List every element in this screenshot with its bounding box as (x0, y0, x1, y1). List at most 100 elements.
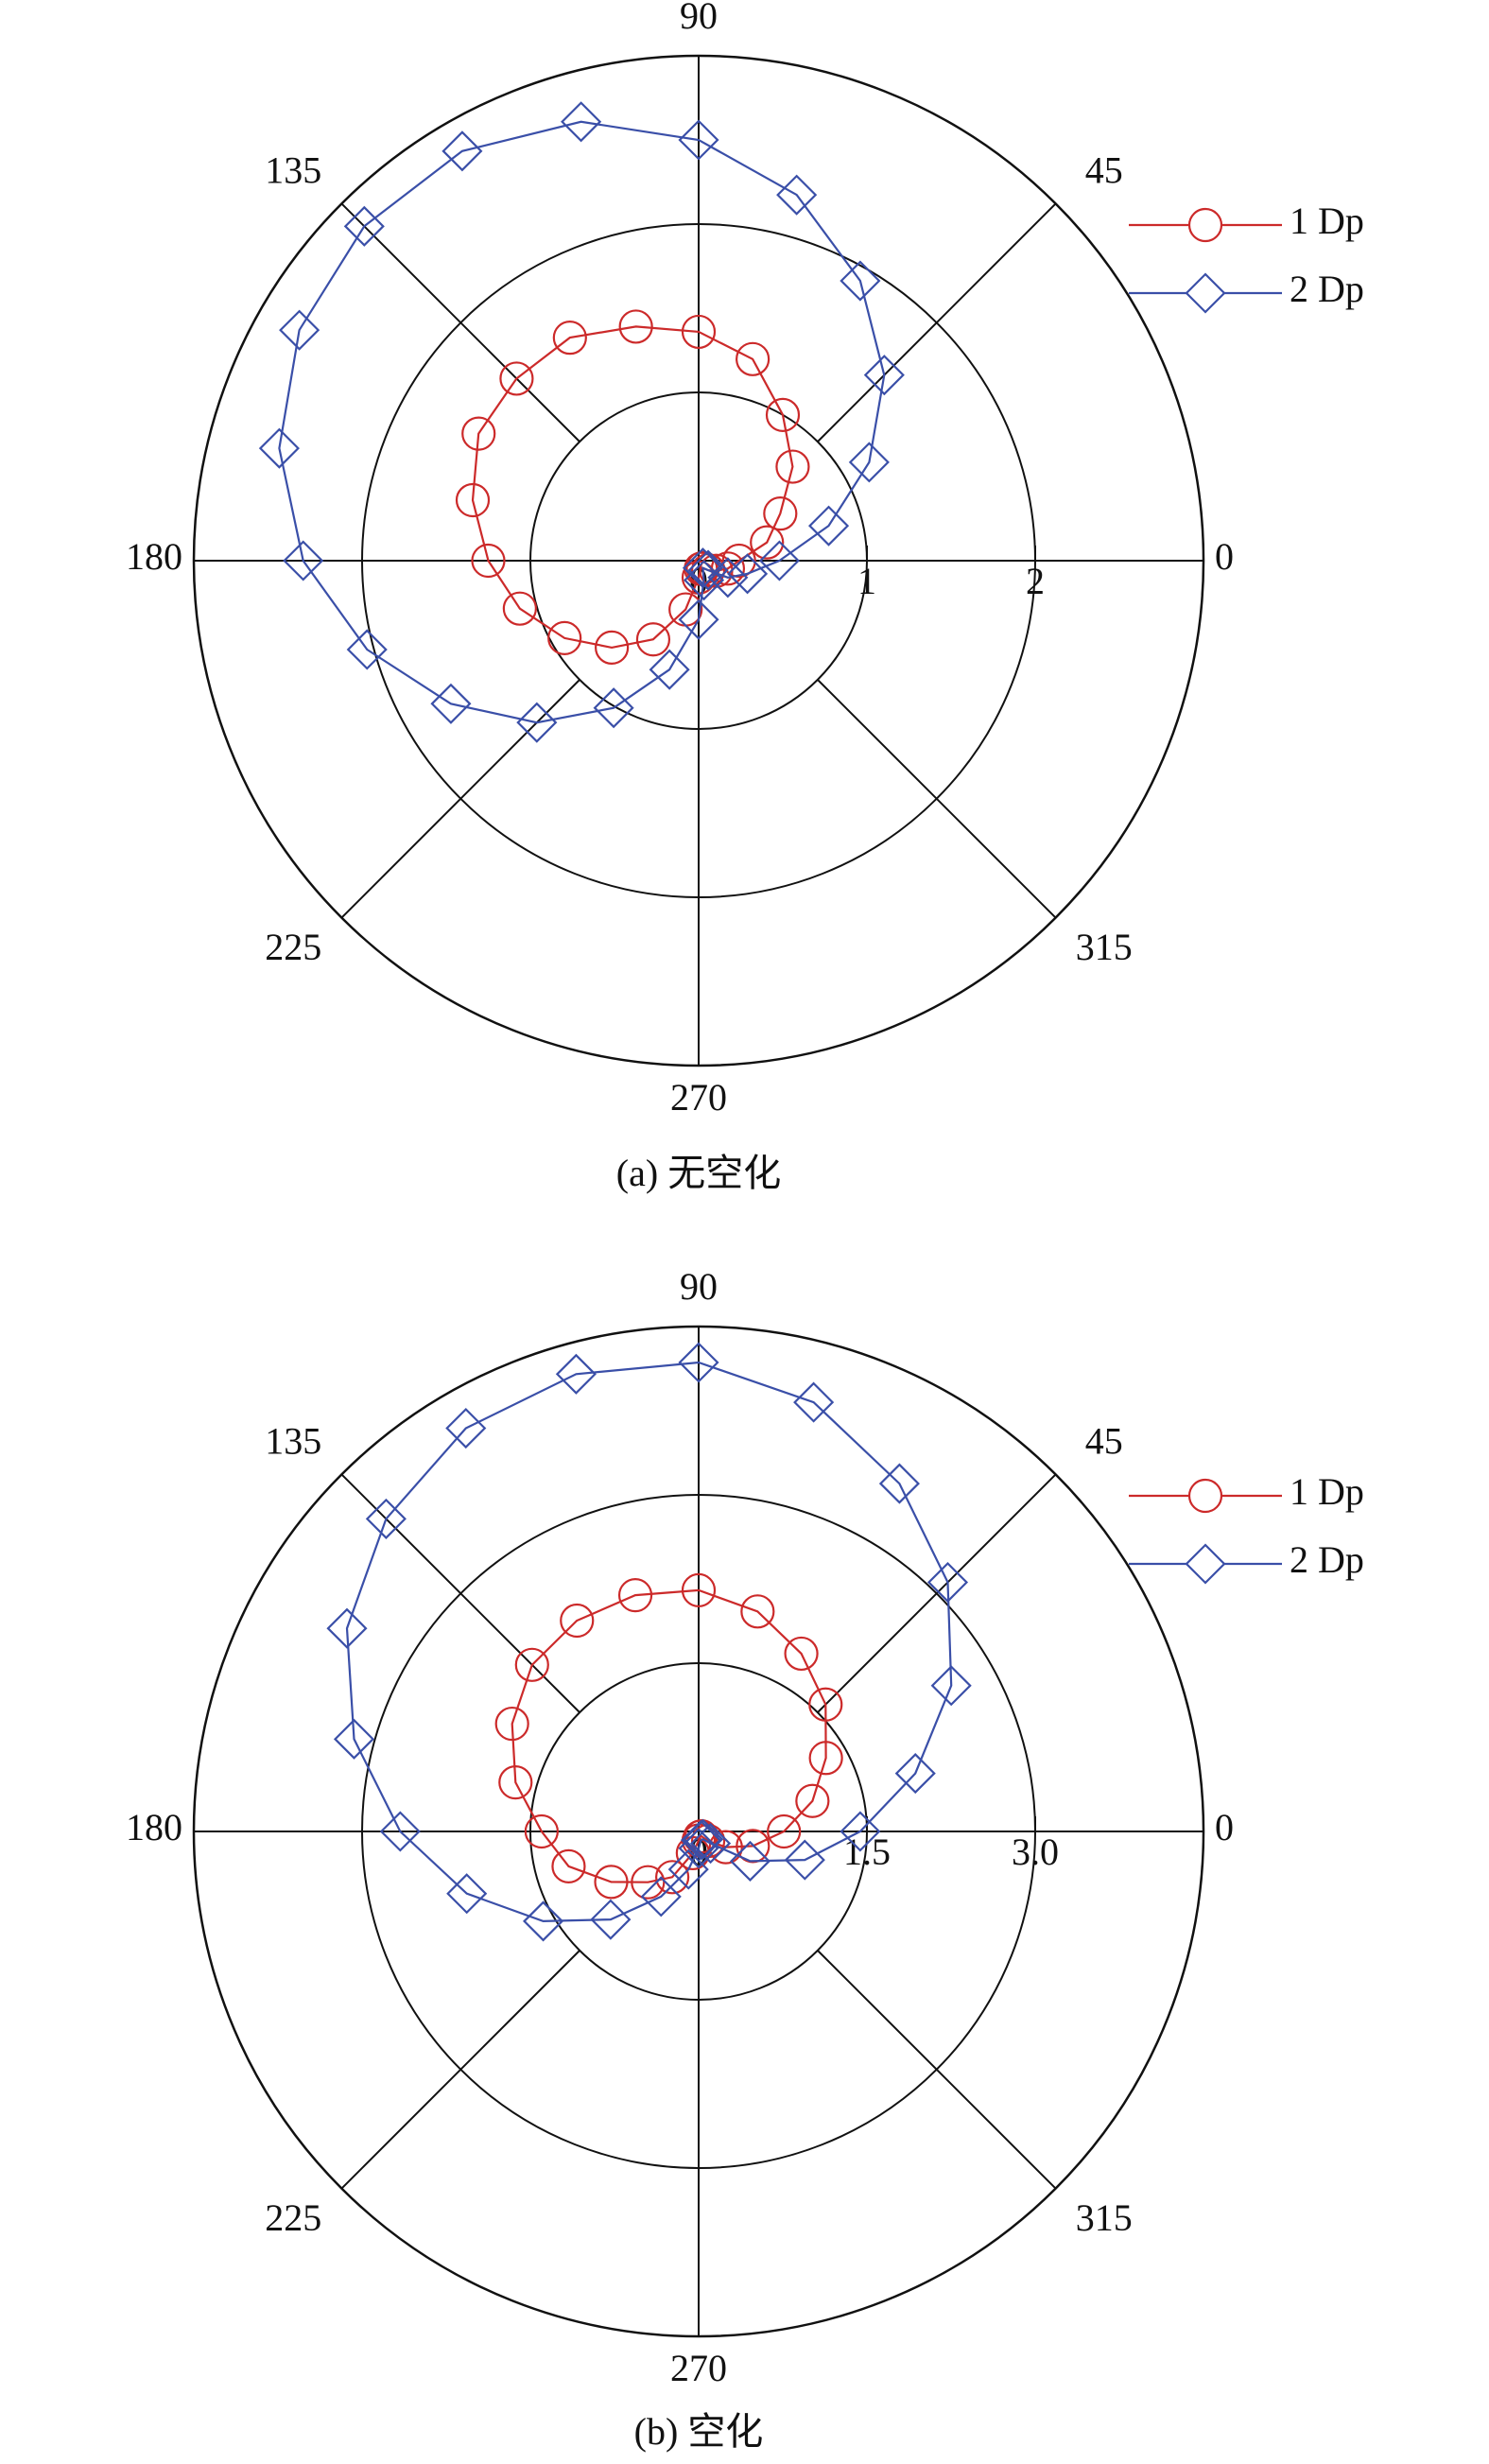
diamond-marker (848, 442, 890, 483)
r-tick-label: 1 (857, 560, 876, 602)
diamond-marker (776, 174, 818, 216)
circle-marker (795, 1783, 830, 1818)
theta-tick-label: 270 (670, 1076, 727, 1119)
circle-marker (681, 314, 717, 350)
diamond-marker (326, 1607, 368, 1649)
theta-tick-label: 45 (1085, 1419, 1123, 1462)
diamond-marker (446, 1873, 488, 1915)
theta-grid-line (817, 1950, 1057, 2190)
legend-label: 2 Dp (1290, 268, 1364, 310)
diamond-marker (930, 1665, 972, 1707)
circle-marker (635, 622, 671, 657)
diamond-marker (555, 1353, 597, 1395)
diamond-marker (649, 649, 690, 690)
diamond-marker (678, 599, 719, 640)
circle-marker (631, 1865, 666, 1900)
diamond-marker (690, 1823, 732, 1865)
theta-tick-label: 0 (1215, 1806, 1234, 1848)
circle-marker (784, 1636, 819, 1672)
legend-label: 2 Dp (1290, 1538, 1364, 1581)
diamond-marker (445, 1407, 487, 1449)
diamond-marker (523, 1900, 564, 1942)
circle-marker (775, 449, 810, 484)
series-line (511, 1588, 827, 1883)
theta-tick-label: 270 (670, 2347, 727, 2389)
circle-marker (494, 1706, 529, 1742)
diamond-marker (590, 1899, 632, 1940)
theta-tick-label: 135 (265, 1419, 321, 1462)
diamond-marker (640, 1876, 682, 1917)
theta-grid-line (817, 679, 1057, 919)
diamond-marker (678, 1342, 719, 1383)
theta-tick-label: 225 (265, 926, 321, 968)
diamond-marker (793, 1381, 835, 1423)
caption: (a) 无空化 (616, 1152, 781, 1194)
theta-tick-label: 45 (1085, 148, 1123, 191)
theta-grid-line (340, 1473, 580, 1713)
diamond-marker (667, 1848, 709, 1890)
diamond-marker (682, 547, 724, 589)
diamond-marker (279, 309, 320, 351)
diamond-marker (729, 1840, 771, 1883)
circle-marker (617, 1578, 653, 1613)
theta-tick-label: 180 (126, 1806, 182, 1848)
diamond-marker (343, 205, 385, 247)
theta-grid-line (817, 202, 1057, 442)
diamond-marker (283, 540, 324, 581)
circle-marker (499, 361, 534, 396)
theta-tick-label: 90 (680, 0, 718, 37)
diamond-marker (863, 355, 905, 396)
diamond-marker (807, 505, 850, 547)
diamond-marker (258, 427, 300, 469)
circle-marker (595, 630, 630, 665)
diamond-marker (379, 1811, 421, 1852)
circle-marker (763, 496, 798, 531)
circle-marker (551, 1848, 586, 1883)
diamond-marker (707, 557, 749, 599)
theta-tick-label: 90 (680, 1265, 718, 1308)
caption: (b) 空化 (634, 2410, 764, 2453)
r-tick-label: 2 (1026, 560, 1045, 602)
diamond-marker (346, 629, 388, 670)
circle-marker (765, 397, 801, 432)
legend-marker (1187, 207, 1223, 243)
diamond-marker (442, 130, 483, 172)
theta-tick-label: 315 (1076, 926, 1133, 968)
diamond-marker (758, 540, 800, 581)
theta-grid-line (817, 1473, 1057, 1713)
circle-marker (471, 543, 506, 579)
series-line (278, 120, 886, 724)
circle-marker (514, 1647, 549, 1682)
legend-label: 1 Dp (1290, 1470, 1364, 1513)
diamond-marker (784, 1839, 825, 1881)
legend-marker (1187, 1478, 1223, 1514)
circle-marker (740, 1594, 775, 1629)
circle-marker (736, 341, 770, 376)
circle-marker (708, 1830, 743, 1865)
circle-marker (502, 591, 537, 626)
circle-marker (681, 1572, 717, 1607)
diamond-marker (878, 1463, 920, 1504)
circle-marker (618, 309, 653, 344)
series-line (345, 1361, 953, 1923)
theta-grid-line (340, 1950, 580, 2190)
legend-marker (1185, 1543, 1226, 1585)
circle-marker (767, 1813, 802, 1849)
circle-marker (655, 1860, 690, 1895)
diamond-marker (561, 101, 602, 143)
legend-label: 1 Dp (1290, 200, 1364, 242)
circle-marker (750, 525, 785, 560)
diamond-marker (727, 553, 769, 595)
circle-marker (560, 1603, 595, 1639)
diamond-marker (593, 687, 634, 729)
diamond-marker (683, 1818, 724, 1860)
circle-marker (721, 543, 756, 579)
diamond-marker (894, 1753, 936, 1795)
legend-marker (1185, 272, 1226, 314)
theta-tick-label: 135 (265, 148, 321, 191)
circle-marker (547, 620, 582, 655)
diamond-marker (516, 702, 558, 743)
diamond-marker (365, 1498, 407, 1539)
